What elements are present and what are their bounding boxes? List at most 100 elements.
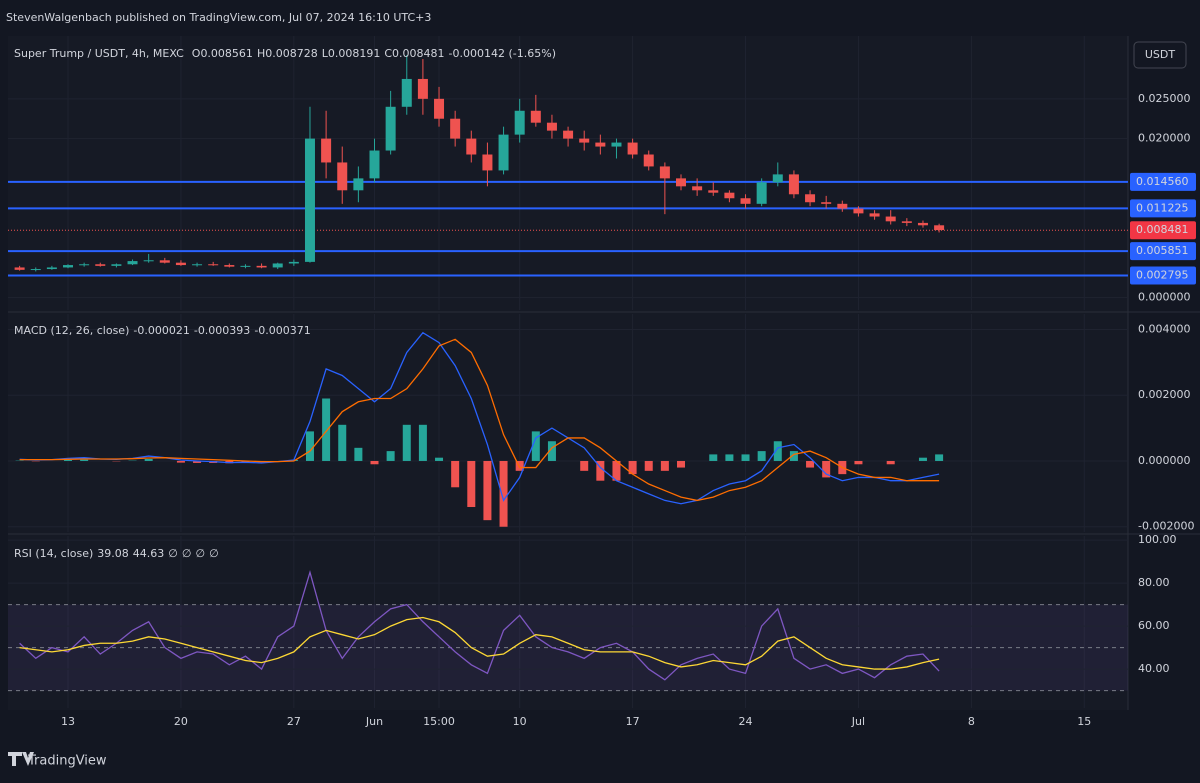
- candle-body: [385, 106, 396, 151]
- rsi-line: [19, 569, 940, 681]
- legend-text: ∅: [168, 547, 178, 560]
- y-tick-label: 40.00: [1138, 662, 1170, 675]
- legend-text: C: [384, 47, 392, 60]
- candle-body: [514, 110, 525, 135]
- level-label-box: [1130, 199, 1196, 218]
- candle-body: [30, 269, 41, 271]
- histogram-bar: [596, 460, 605, 481]
- signal-line: [19, 338, 940, 502]
- legend-text: 0.008481: [392, 47, 445, 60]
- histogram-bar: [918, 457, 927, 461]
- legend-text: -0.000142 (-1.65%): [449, 47, 556, 60]
- candle-body: [175, 262, 186, 266]
- legend-text: 0.008728: [265, 47, 318, 60]
- legend-text: -0.000021: [133, 324, 189, 337]
- y-tick-label: 100.00: [1138, 533, 1177, 546]
- y-tick-label: 0.000000: [1138, 291, 1191, 304]
- candle-body: [353, 178, 364, 191]
- logo: [8, 752, 34, 766]
- candle-body: [95, 264, 106, 266]
- x-tick-label: 15: [1077, 715, 1091, 728]
- currency-button-label[interactable]: USDT: [1145, 48, 1176, 61]
- candle-body: [772, 174, 783, 183]
- legend-text: 44.63: [133, 547, 165, 560]
- histogram-bar: [806, 460, 815, 468]
- candle-body: [563, 130, 574, 139]
- histogram-bar: [789, 451, 798, 461]
- candle-body: [111, 264, 122, 266]
- y-tick-label: 0.025000: [1138, 92, 1191, 105]
- legend-text: L: [322, 47, 329, 60]
- y-tick-label: 80.00: [1138, 576, 1170, 589]
- y-tick-label: 0.002000: [1138, 388, 1191, 401]
- candle-body: [659, 166, 670, 179]
- x-tick-label: 20: [174, 715, 188, 728]
- candle-body: [708, 190, 719, 193]
- histogram-bar: [386, 451, 395, 461]
- y-tick-label: 0.000000: [1138, 454, 1191, 467]
- candle-body: [46, 267, 57, 270]
- x-tick-label: Jul: [851, 715, 865, 728]
- x-tick-label: 8: [968, 715, 975, 728]
- histogram-bar: [886, 460, 895, 465]
- histogram-bar: [725, 454, 734, 461]
- histogram-bar: [644, 460, 653, 471]
- legend-text: ∅: [209, 547, 219, 560]
- candle-body: [724, 192, 735, 199]
- candle-body: [530, 110, 541, 123]
- candle-body: [208, 264, 219, 266]
- histogram-bar: [709, 454, 718, 461]
- x-tick-label: 10: [513, 715, 527, 728]
- currency-button[interactable]: [1133, 41, 1187, 69]
- histogram-bar: [435, 457, 444, 461]
- level-label: 0.014560: [1136, 175, 1189, 188]
- candle-body: [240, 265, 251, 267]
- legend-text: RSI (14, close): [14, 547, 93, 560]
- histogram-bar: [467, 460, 476, 508]
- candle-body: [643, 154, 654, 167]
- histogram-bar: [580, 460, 589, 471]
- candle-body: [595, 142, 606, 147]
- histogram-bar: [677, 460, 686, 468]
- candle-body: [466, 138, 477, 155]
- legend-text: -0.000393: [194, 324, 250, 337]
- last-price-label: 0.008481: [1136, 223, 1189, 236]
- histogram-bar: [757, 451, 766, 461]
- level-label-box: [1130, 266, 1196, 285]
- histogram-bar: [80, 459, 89, 461]
- candle-body: [14, 267, 25, 270]
- candle-body: [434, 98, 445, 119]
- level-label-box: [1130, 242, 1196, 261]
- histogram-bar: [402, 424, 411, 461]
- histogram-bar: [935, 454, 944, 461]
- legend-text: 0.008561: [200, 47, 253, 60]
- histogram-bar: [773, 441, 782, 461]
- candle-body: [159, 260, 170, 263]
- candle-body: [901, 221, 912, 223]
- legend-text: ∅: [182, 547, 192, 560]
- x-tick-label: 27: [287, 715, 301, 728]
- histogram-bar: [499, 460, 508, 527]
- histogram-bar: [660, 460, 669, 471]
- candle-body: [401, 78, 412, 107]
- histogram-bar: [193, 460, 202, 463]
- x-tick-label: 17: [626, 715, 640, 728]
- candle-body: [611, 142, 622, 147]
- candle-body: [192, 264, 203, 266]
- level-label-box: [1130, 172, 1196, 191]
- candle-body: [498, 134, 509, 171]
- candle-body: [692, 186, 703, 191]
- histogram-bar: [854, 460, 863, 465]
- candle-body: [450, 118, 461, 139]
- candle-body: [369, 150, 380, 179]
- histogram-bar: [370, 460, 379, 465]
- level-label: 0.002795: [1136, 268, 1189, 281]
- candle-body: [288, 261, 299, 264]
- candle-body: [256, 265, 267, 268]
- legend-text: Super Trump / USDT, 4h, MEXC: [14, 47, 184, 60]
- histogram-bar: [612, 460, 621, 481]
- level-label: 0.011225: [1136, 201, 1189, 214]
- candle-body: [546, 122, 557, 131]
